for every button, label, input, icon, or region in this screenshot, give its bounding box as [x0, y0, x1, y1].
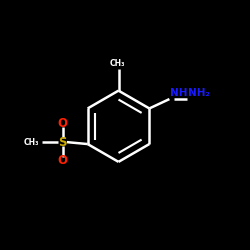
Text: CH₃: CH₃ [110, 58, 125, 68]
Text: CH₃: CH₃ [24, 138, 40, 147]
Text: NH₂: NH₂ [188, 88, 210, 98]
Text: S: S [58, 136, 67, 149]
Text: O: O [58, 154, 68, 167]
Text: O: O [58, 117, 68, 130]
Text: NH: NH [170, 88, 187, 98]
